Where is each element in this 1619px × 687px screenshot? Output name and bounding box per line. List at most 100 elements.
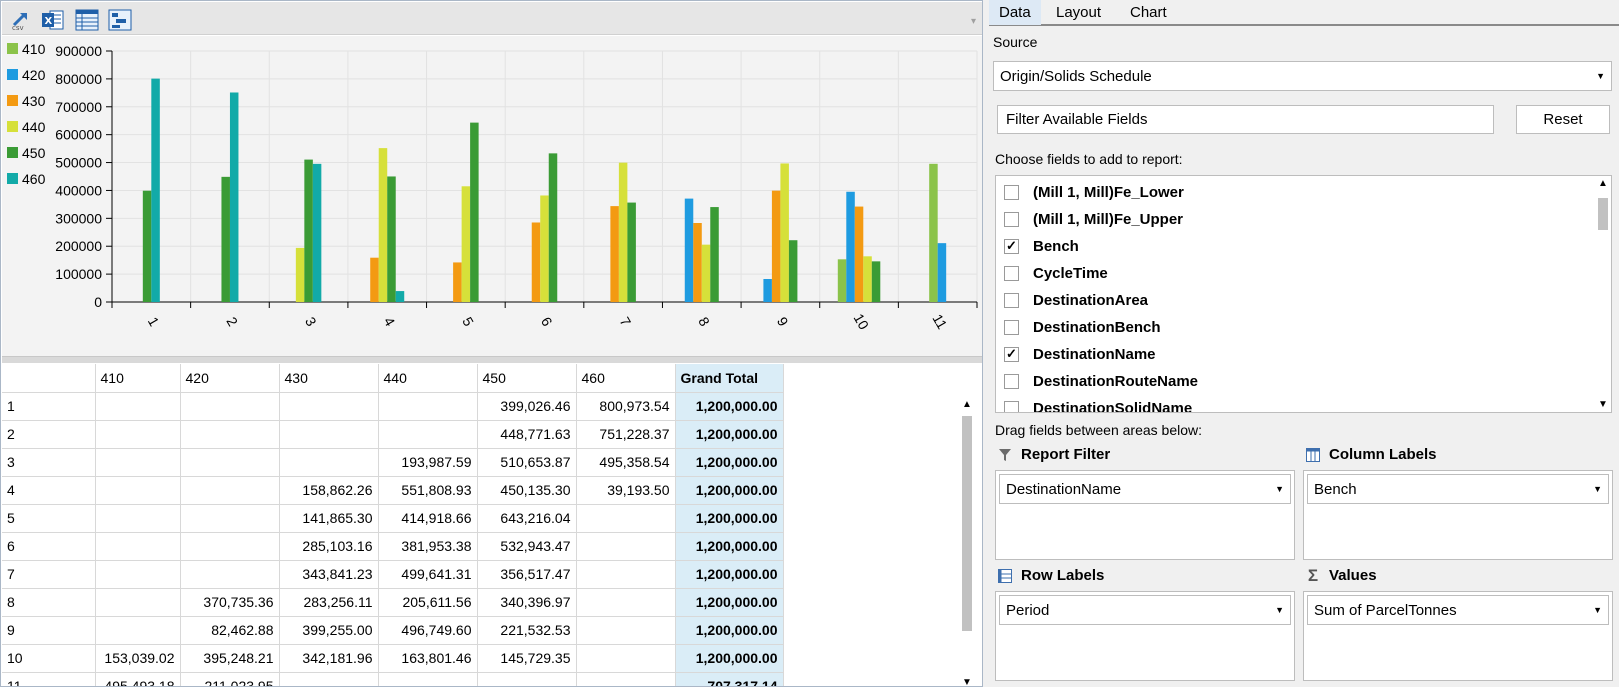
checkbox-checked[interactable]: ✓: [1004, 238, 1019, 254]
value-cell[interactable]: 205,611.56: [378, 588, 478, 617]
field-item[interactable]: (Mill 1, Mill)Fe_Upper: [1004, 205, 1183, 233]
value-cell[interactable]: [180, 448, 280, 477]
table-row[interactable]: 7 343,841.23 499,641.31 356,517.47 1,200,000…: [2, 560, 784, 589]
tab-layout[interactable]: Layout: [1056, 4, 1102, 21]
column-header[interactable]: 420: [180, 364, 280, 393]
reset-button[interactable]: Reset: [1516, 105, 1610, 134]
values-dropdown[interactable]: Sum of ParcelTonnes ▼: [1307, 595, 1609, 625]
checkbox[interactable]: [1004, 265, 1019, 281]
bar-450-2[interactable]: [221, 176, 230, 302]
column-header[interactable]: 440: [378, 364, 478, 393]
row-label-cell[interactable]: 9: [2, 616, 96, 645]
grand-total-header[interactable]: Grand Total: [675, 364, 784, 393]
table-row[interactable]: 3 193,987.59 510,653.87 495,358.54 1,200,000…: [2, 448, 784, 477]
bar-450-4[interactable]: [387, 176, 396, 302]
bar-450-8[interactable]: [710, 207, 719, 302]
bar-420-10[interactable]: [846, 191, 855, 302]
table-row[interactable]: 5 141,865.30 414,918.66 643,216.04 1,200,000…: [2, 504, 784, 533]
bar-430-7[interactable]: [610, 206, 619, 302]
value-cell[interactable]: 399,255.00: [279, 616, 379, 645]
bar-450-5[interactable]: [470, 122, 479, 302]
value-cell[interactable]: [576, 672, 676, 686]
row-label-cell[interactable]: 6: [2, 532, 96, 561]
bar-430-10[interactable]: [854, 206, 864, 302]
scroll-up-icon[interactable]: ▲: [962, 399, 972, 410]
field-item[interactable]: DestinationRouteName: [1004, 367, 1198, 395]
value-cell[interactable]: 158,862.26: [279, 476, 379, 505]
checkbox[interactable]: [1004, 400, 1019, 412]
value-cell[interactable]: 193,987.59: [378, 448, 478, 477]
checkbox[interactable]: [1004, 184, 1019, 200]
row-label-cell[interactable]: 5: [2, 504, 96, 533]
row-label-cell[interactable]: 3: [2, 448, 96, 477]
value-cell[interactable]: 499,641.31: [378, 560, 478, 589]
bar-420-9[interactable]: [763, 279, 772, 302]
field-item[interactable]: DestinationArea: [1004, 286, 1148, 314]
grand-total-cell[interactable]: 1,200,000.00: [675, 504, 784, 533]
column-header[interactable]: [2, 364, 96, 393]
bar-410-11[interactable]: [929, 163, 938, 302]
value-cell[interactable]: [576, 532, 676, 561]
source-dropdown[interactable]: Origin/Solids Schedule ▼: [993, 61, 1612, 91]
scroll-thumb[interactable]: [1598, 198, 1608, 230]
row-label-cell[interactable]: 11: [2, 672, 96, 686]
value-cell[interactable]: [95, 616, 181, 645]
field-item[interactable]: DestinationBench: [1004, 313, 1161, 341]
scroll-down-icon[interactable]: ▼: [1598, 399, 1608, 410]
value-cell[interactable]: 496,749.60: [378, 616, 478, 645]
grand-total-cell[interactable]: 707,317.14: [675, 672, 784, 686]
value-cell[interactable]: 283,256.11: [279, 588, 379, 617]
scroll-up-icon[interactable]: ▲: [1598, 178, 1608, 189]
value-cell[interactable]: 153,039.02: [95, 644, 181, 673]
bar-440-5[interactable]: [461, 186, 471, 302]
row-label-cell[interactable]: 7: [2, 560, 96, 589]
tab-data[interactable]: Data: [989, 0, 1041, 25]
column-header[interactable]: 430: [279, 364, 379, 393]
value-cell[interactable]: 370,735.36: [180, 588, 280, 617]
scroll-thumb[interactable]: [962, 416, 972, 631]
value-cell[interactable]: 800,973.54: [576, 392, 676, 421]
bar-440-7[interactable]: [618, 162, 628, 302]
column-header[interactable]: 450: [477, 364, 577, 393]
bar-420-11[interactable]: [937, 243, 947, 302]
table-row[interactable]: 6 285,103.16 381,953.38 532,943.47 1,200,000…: [2, 532, 784, 561]
column-labels-area[interactable]: Bench ▼: [1303, 470, 1613, 560]
value-cell[interactable]: [95, 476, 181, 505]
chart-grid-splitter[interactable]: [2, 356, 982, 363]
value-cell[interactable]: [279, 672, 379, 686]
value-cell[interactable]: [180, 532, 280, 561]
bar-410-10[interactable]: [837, 259, 847, 302]
value-cell[interactable]: [180, 504, 280, 533]
value-cell[interactable]: [95, 448, 181, 477]
row-label-cell[interactable]: 2: [2, 420, 96, 449]
value-cell[interactable]: [378, 392, 478, 421]
bar-460-1[interactable]: [151, 78, 160, 303]
value-cell[interactable]: 141,865.30: [279, 504, 379, 533]
value-cell[interactable]: [180, 560, 280, 589]
bar-420-8[interactable]: [684, 198, 694, 302]
bar-460-3[interactable]: [312, 163, 322, 302]
row-label-cell[interactable]: 10: [2, 644, 96, 673]
bar-450-3[interactable]: [304, 159, 313, 302]
value-cell[interactable]: 39,193.50: [576, 476, 676, 505]
checkbox[interactable]: [1004, 373, 1019, 389]
grand-total-cell[interactable]: 1,200,000.00: [675, 644, 784, 673]
value-cell[interactable]: 510,653.87: [477, 448, 577, 477]
bar-430-6[interactable]: [531, 222, 541, 302]
table-row[interactable]: 11 495,493.18 211,023.95 707,317.14: [2, 672, 784, 686]
value-cell[interactable]: [279, 448, 379, 477]
value-cell[interactable]: [576, 616, 676, 645]
bar-430-4[interactable]: [370, 257, 379, 302]
value-cell[interactable]: 356,517.47: [477, 560, 577, 589]
value-cell[interactable]: [95, 392, 181, 421]
value-cell[interactable]: 82,462.88: [180, 616, 280, 645]
checkbox-checked[interactable]: ✓: [1004, 346, 1019, 362]
bar-450-9[interactable]: [788, 240, 798, 302]
value-cell[interactable]: 532,943.47: [477, 532, 577, 561]
bar-440-9[interactable]: [780, 163, 789, 302]
value-cell[interactable]: [95, 420, 181, 449]
value-cell[interactable]: [378, 672, 478, 686]
report-filter-area[interactable]: DestinationName ▼: [995, 470, 1295, 560]
value-cell[interactable]: 163,801.46: [378, 644, 478, 673]
bar-450-7[interactable]: [627, 202, 636, 302]
